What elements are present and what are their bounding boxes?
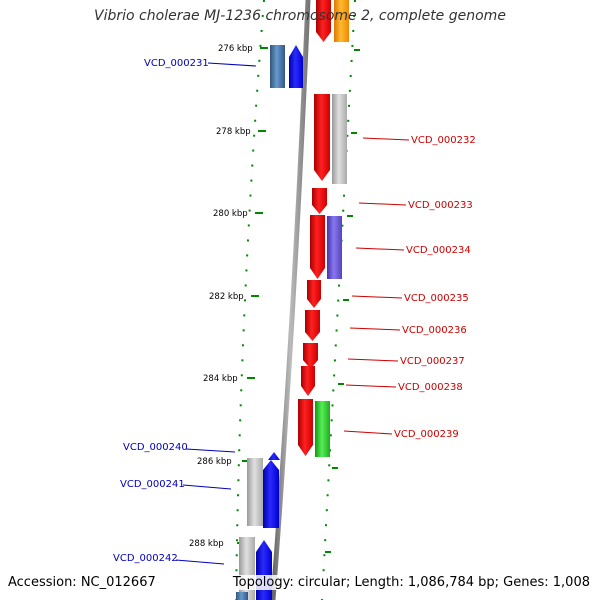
gene-label-vcd-000239[interactable]: VCD_000239 xyxy=(394,429,459,440)
feature-vcd-000232-gray[interactable] xyxy=(332,94,347,184)
gene-label-vcd-000241[interactable]: VCD_000241 xyxy=(120,479,185,490)
feature-vcd-000233[interactable] xyxy=(312,188,327,214)
feature-top-red[interactable] xyxy=(316,0,331,42)
feature-vcd-000232-red[interactable] xyxy=(314,94,330,181)
feature-bottom-steel[interactable] xyxy=(236,592,248,600)
feature-vcd-000239-red[interactable] xyxy=(298,399,313,456)
tick-label-288: 288 kbp xyxy=(189,539,224,549)
gene-label-vcd-000238[interactable]: VCD_000238 xyxy=(398,382,463,393)
feature-vcd-000237[interactable] xyxy=(303,343,318,369)
accession-text: Accession: NC_012667 xyxy=(8,575,156,590)
gene-label-vcd-000231[interactable]: VCD_000231 xyxy=(144,58,209,69)
gene-label-vcd-000240[interactable]: VCD_000240 xyxy=(123,442,188,453)
feature-vcd-000240-arrow[interactable] xyxy=(268,452,280,460)
leader-lines-left xyxy=(175,62,257,565)
inner-dotted-ring xyxy=(235,0,265,600)
tick-label-278: 278 kbp xyxy=(216,127,251,137)
gene-label-vcd-000242[interactable]: VCD_000242 xyxy=(113,553,178,564)
feature-vcd-000241-gray[interactable] xyxy=(247,458,263,526)
feature-vcd-000234-purple[interactable] xyxy=(327,216,342,279)
genome-summary-text: Topology: circular; Length: 1,086,784 bp… xyxy=(232,575,590,590)
feature-vcd-000235[interactable] xyxy=(307,280,321,308)
gene-label-vcd-000234[interactable]: VCD_000234 xyxy=(406,245,471,256)
gene-label-vcd-000236[interactable]: VCD_000236 xyxy=(402,325,467,336)
tick-label-284: 284 kbp xyxy=(203,374,238,384)
gene-label-vcd-000232[interactable]: VCD_000232 xyxy=(411,135,476,146)
gene-label-vcd-000233[interactable]: VCD_000233 xyxy=(408,200,473,211)
gene-label-vcd-000235[interactable]: VCD_000235 xyxy=(404,293,469,304)
feature-vcd-000241-blue[interactable] xyxy=(263,460,279,528)
feature-vcd-000242-gray[interactable] xyxy=(239,537,255,600)
tick-label-280: 280 kbp xyxy=(213,209,248,219)
tick-label-276: 276 kbp xyxy=(218,44,253,54)
feature-vcd-000231-arrow[interactable] xyxy=(289,45,303,88)
feature-vcd-000231-box[interactable] xyxy=(270,45,285,88)
feature-vcd-000242-blue[interactable] xyxy=(256,540,272,600)
tick-label-282: 282 kbp xyxy=(209,292,244,302)
tick-label-286: 286 kbp xyxy=(197,457,232,467)
gene-label-vcd-000237[interactable]: VCD_000237 xyxy=(400,356,465,367)
feature-vcd-000239-green[interactable] xyxy=(315,401,330,457)
feature-vcd-000238[interactable] xyxy=(301,366,315,396)
leader-lines-right xyxy=(343,137,410,435)
tick-marks xyxy=(237,47,360,553)
feature-vcd-000234-red[interactable] xyxy=(310,215,325,279)
feature-vcd-000236[interactable] xyxy=(305,310,320,341)
feature-top-orange[interactable] xyxy=(334,0,349,42)
outer-dotted-ring xyxy=(321,0,356,600)
